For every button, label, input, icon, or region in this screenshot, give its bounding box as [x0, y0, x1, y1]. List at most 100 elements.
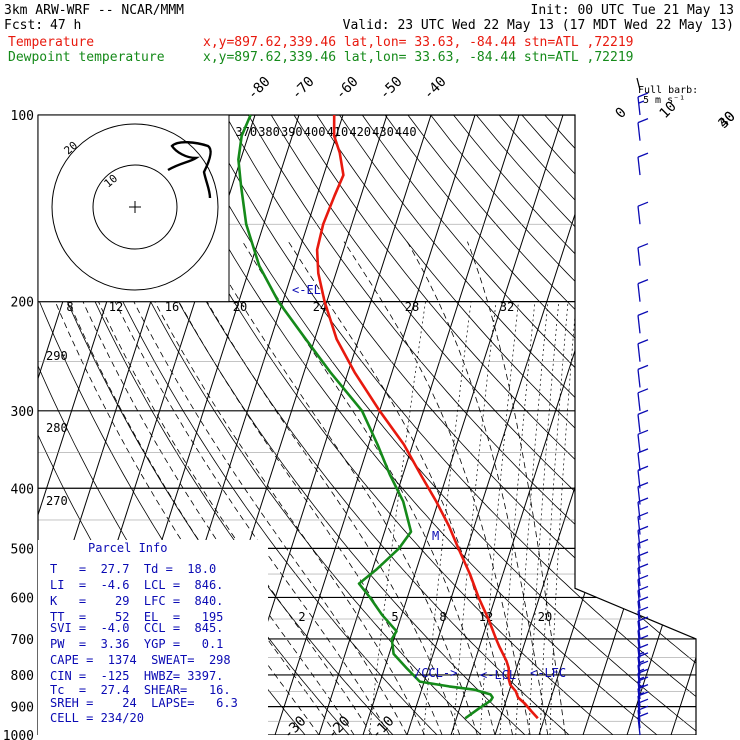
barb-staff — [637, 486, 641, 505]
mixing-ratio-label: 32 — [500, 300, 514, 314]
temperature-tick-label: -10 — [368, 713, 397, 740]
barb-staff — [637, 452, 641, 471]
barb-staff — [637, 369, 641, 388]
m-marker: M — [432, 529, 439, 543]
temperature-tick-label: -60 — [333, 74, 362, 103]
barb-legend-value: 5 m s⁻¹ — [643, 95, 685, 106]
barb-staff — [637, 501, 641, 521]
barb-staff — [637, 434, 641, 453]
isotherm-line — [670, 115, 696, 735]
barb-legend-staff — [636, 77, 641, 91]
theta-label: 410 — [327, 125, 349, 139]
moist-adiabat — [467, 241, 566, 735]
theta-label-left: 290 — [46, 349, 68, 363]
dry-adiabat — [384, 115, 696, 735]
init-time: Init: 00 UTC Tue 21 May 13 — [531, 3, 735, 18]
pressure-tick-label: 200 — [11, 296, 34, 311]
barb-flag — [637, 625, 649, 632]
mixing-ratio-label: 28 — [405, 300, 419, 314]
barb-flag — [637, 279, 649, 285]
pressure-tick-label: 400 — [11, 482, 34, 497]
mixing-ratio-label: 12 — [109, 300, 123, 314]
barb-staff — [637, 206, 641, 225]
barb-staff — [637, 590, 641, 609]
barb-staff — [637, 543, 641, 562]
pressure-tick-label: 500 — [11, 542, 34, 557]
dry-adiabat — [316, 115, 696, 735]
dry-adiabat — [475, 115, 696, 735]
fcst-label: Fcst: — [4, 18, 43, 33]
isotherm-line — [582, 115, 696, 735]
theta-label: 420 — [349, 125, 371, 139]
wind-barbs — [636, 77, 649, 736]
parcel-row: LI = -4.6 LCL = 846. — [50, 578, 223, 592]
wind-barb — [637, 152, 649, 176]
barb-flag — [637, 388, 649, 394]
mixing-ratio-line — [528, 301, 560, 735]
theta-label: 380 — [258, 125, 280, 139]
dewpoint-legend-info: x,y=897.62,339.46 lat,lon= 33.63, -84.44… — [203, 50, 633, 65]
mixing-ratio-label: 8 — [66, 300, 73, 314]
temperature-tick-label: -50 — [377, 74, 406, 103]
mixing-ratio-line — [539, 301, 569, 735]
barb-flag — [637, 310, 649, 316]
theta-label: 440 — [395, 125, 417, 139]
isotherm-line — [494, 115, 696, 735]
theta-label: 400 — [304, 125, 326, 139]
mixing-ratio-label: 24 — [313, 300, 327, 314]
barb-staff — [637, 620, 641, 640]
barb-staff — [637, 122, 641, 141]
barb-flag — [637, 201, 649, 207]
barb-staff — [637, 673, 641, 692]
wind-barb — [637, 279, 649, 302]
barb-flag — [637, 339, 649, 345]
barb-staff — [637, 392, 641, 411]
barb-staff — [637, 247, 641, 266]
barb-staff — [637, 716, 641, 736]
pressure-tick-label: 700 — [11, 633, 34, 648]
theta-label-left: 270 — [46, 494, 68, 508]
theta-label: 430 — [372, 125, 394, 139]
mixing-ratio-line — [515, 301, 549, 735]
barb-staff — [637, 611, 641, 630]
temperature-profile — [315, 114, 539, 720]
wind-barb — [637, 310, 649, 334]
barb-staff — [637, 639, 641, 658]
hodograph-trace — [167, 141, 212, 199]
temperature-tick-label: -40 — [421, 74, 450, 103]
parcel-row: CELL = 234/20 — [50, 711, 144, 725]
barb-flag — [637, 409, 649, 415]
temperature-tick-label: -80 — [245, 74, 274, 103]
parcel-row: TT = 52 EL = 195 — [50, 610, 223, 624]
barb-staff — [637, 283, 641, 302]
dewpoint-legend-label: Dewpoint temperature — [8, 50, 165, 65]
barb-flag — [637, 152, 649, 158]
parcel-info-title: Parcel Info — [88, 541, 167, 555]
dry-adiabat — [544, 115, 696, 735]
barb-flag — [637, 243, 649, 249]
barb-staff — [637, 665, 641, 684]
barb-flag — [637, 92, 649, 98]
isotherm-line — [626, 115, 696, 735]
pressure-tick-label: 1000 — [3, 729, 34, 740]
parcel-row: T = 27.7 Td = 18.0 — [50, 562, 216, 576]
mixing-ratio-label-low: 5 — [391, 610, 398, 624]
barb-staff — [637, 630, 641, 649]
parcel-row: SREH = 24 LAPSE= 6.3 — [50, 696, 238, 710]
parcel-info-panel: Parcel Info T = 27.7 Td = 18.0 LI = -4.6… — [50, 541, 238, 725]
parcel-row: CIN = -125 HWBZ= 3397. — [50, 669, 223, 683]
hodograph-ring-outer — [51, 123, 219, 291]
barb-staff — [637, 516, 641, 535]
moist-adiabat — [104, 241, 408, 735]
mixing-ratio-label-low: 2 — [298, 610, 305, 624]
parcel-row: PW = 3.36 YGP = 0.1 — [50, 637, 223, 651]
barb-staff — [637, 343, 641, 362]
pressure-tick-label: 800 — [11, 669, 34, 684]
wind-barb — [637, 625, 649, 649]
temperature-tick-label: 40 — [716, 109, 739, 132]
model-title: 3km ARW-WRF -- NCAR/MMM — [4, 3, 184, 18]
dry-adiabat — [225, 115, 696, 735]
theta-label-left: 280 — [46, 421, 68, 435]
pressure-tick-label: 300 — [11, 405, 34, 420]
